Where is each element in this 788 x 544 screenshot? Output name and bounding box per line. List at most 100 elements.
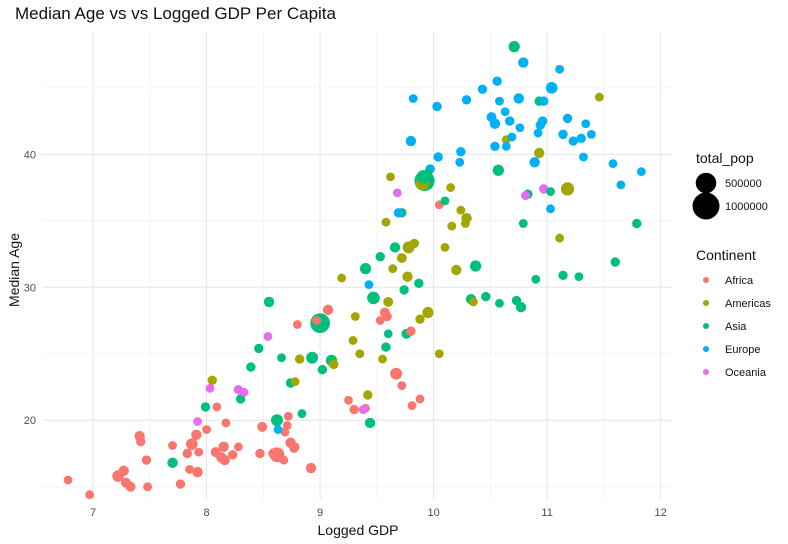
x-tick-label: 8	[204, 507, 210, 519]
color-legend-key	[703, 277, 709, 283]
color-legend-label: Africa	[725, 275, 754, 287]
point-europe	[581, 119, 591, 129]
point-americas	[348, 336, 358, 345]
color-legend-key	[703, 300, 709, 306]
point-americas	[440, 242, 450, 252]
point-asia	[277, 353, 286, 363]
size-legend-title: total_pop	[696, 150, 754, 166]
color-legend-label: Americas	[725, 298, 771, 310]
point-asia	[364, 417, 376, 429]
point-americas	[350, 312, 360, 321]
point-europe	[408, 94, 418, 103]
point-asia	[518, 219, 528, 228]
chart-title: Median Age vs vs Logged GDP Per Capita	[15, 4, 336, 23]
tick-labels: 7 8 9 10 11 12 20 30 40	[24, 149, 667, 519]
point-asia	[481, 291, 491, 302]
point-europe	[433, 152, 443, 162]
point-asia	[423, 168, 433, 178]
color-legend-label: Oceania	[725, 367, 767, 379]
point-africa	[349, 404, 359, 415]
point-asia	[531, 274, 541, 284]
point-americas	[207, 375, 217, 386]
point-africa	[141, 455, 152, 465]
point-africa	[202, 425, 211, 434]
x-tick-label: 9	[317, 507, 323, 519]
point-oceania	[358, 405, 368, 414]
point-oceania	[521, 191, 530, 200]
point-americas	[555, 233, 565, 243]
point-europe	[576, 133, 586, 144]
point-europe	[616, 180, 626, 190]
size-legend-label: 500000	[725, 178, 762, 190]
point-europe	[529, 157, 540, 168]
point-europe	[579, 152, 588, 162]
point-americas	[396, 253, 407, 263]
point-americas	[290, 377, 300, 387]
point-africa	[268, 448, 279, 459]
point-americas	[409, 238, 420, 249]
point-europe	[558, 129, 568, 140]
point-americas	[402, 271, 413, 282]
point-africa	[182, 448, 192, 459]
point-asia	[317, 365, 328, 375]
point-europe	[456, 146, 466, 157]
point-asia	[508, 41, 520, 53]
point-africa	[85, 490, 95, 500]
point-africa	[218, 441, 229, 453]
point-africa	[118, 465, 129, 476]
point-americas	[451, 264, 462, 276]
point-americas	[381, 217, 391, 227]
y-tick-label: 20	[24, 415, 36, 427]
point-europe	[495, 96, 504, 106]
point-asia	[511, 295, 522, 306]
point-asia	[254, 343, 264, 354]
point-asia	[495, 298, 504, 308]
point-africa	[283, 411, 293, 421]
point-oceania	[205, 383, 215, 393]
x-tick-label: 7	[90, 507, 96, 519]
point-americas	[560, 182, 575, 196]
point-americas	[456, 205, 466, 215]
point-africa	[219, 454, 230, 466]
point-europe	[364, 280, 374, 290]
point-americas	[415, 314, 425, 324]
point-asia	[367, 291, 380, 305]
point-asia	[246, 362, 256, 372]
point-oceania	[392, 188, 402, 198]
point-americas	[434, 349, 444, 359]
point-asia	[270, 414, 283, 427]
x-tick-label: 10	[427, 507, 439, 519]
point-asia	[306, 351, 319, 364]
point-asia	[470, 260, 482, 272]
point-africa	[186, 438, 198, 450]
y-tick-label: 40	[24, 149, 36, 161]
y-axis-title: Median Age	[6, 233, 22, 307]
point-asia	[389, 242, 401, 253]
point-americas	[422, 306, 434, 319]
point-asia	[263, 296, 275, 308]
point-africa	[143, 482, 152, 492]
legend: total_pop 500000 1000000 Continent Africa Ame…	[692, 150, 771, 379]
point-americas	[533, 147, 545, 159]
y-tick-label: 30	[24, 282, 36, 294]
point-europe	[504, 116, 515, 126]
point-asia	[375, 251, 385, 262]
x-axis-title: Logged GDP	[318, 522, 399, 538]
point-americas	[329, 359, 339, 370]
point-americas	[447, 221, 457, 231]
point-africa	[228, 450, 238, 460]
point-africa	[390, 367, 403, 380]
point-europe	[273, 425, 283, 434]
grid-layer	[42, 32, 672, 500]
point-africa	[290, 442, 300, 452]
point-americas	[383, 296, 394, 307]
color-legend-key	[703, 346, 709, 352]
point-asia	[399, 285, 409, 295]
point-asia	[359, 263, 372, 275]
point-africa	[212, 402, 222, 412]
point-africa	[175, 479, 186, 489]
point-europe	[546, 204, 555, 214]
point-asia	[383, 329, 393, 339]
point-europe	[500, 107, 510, 117]
